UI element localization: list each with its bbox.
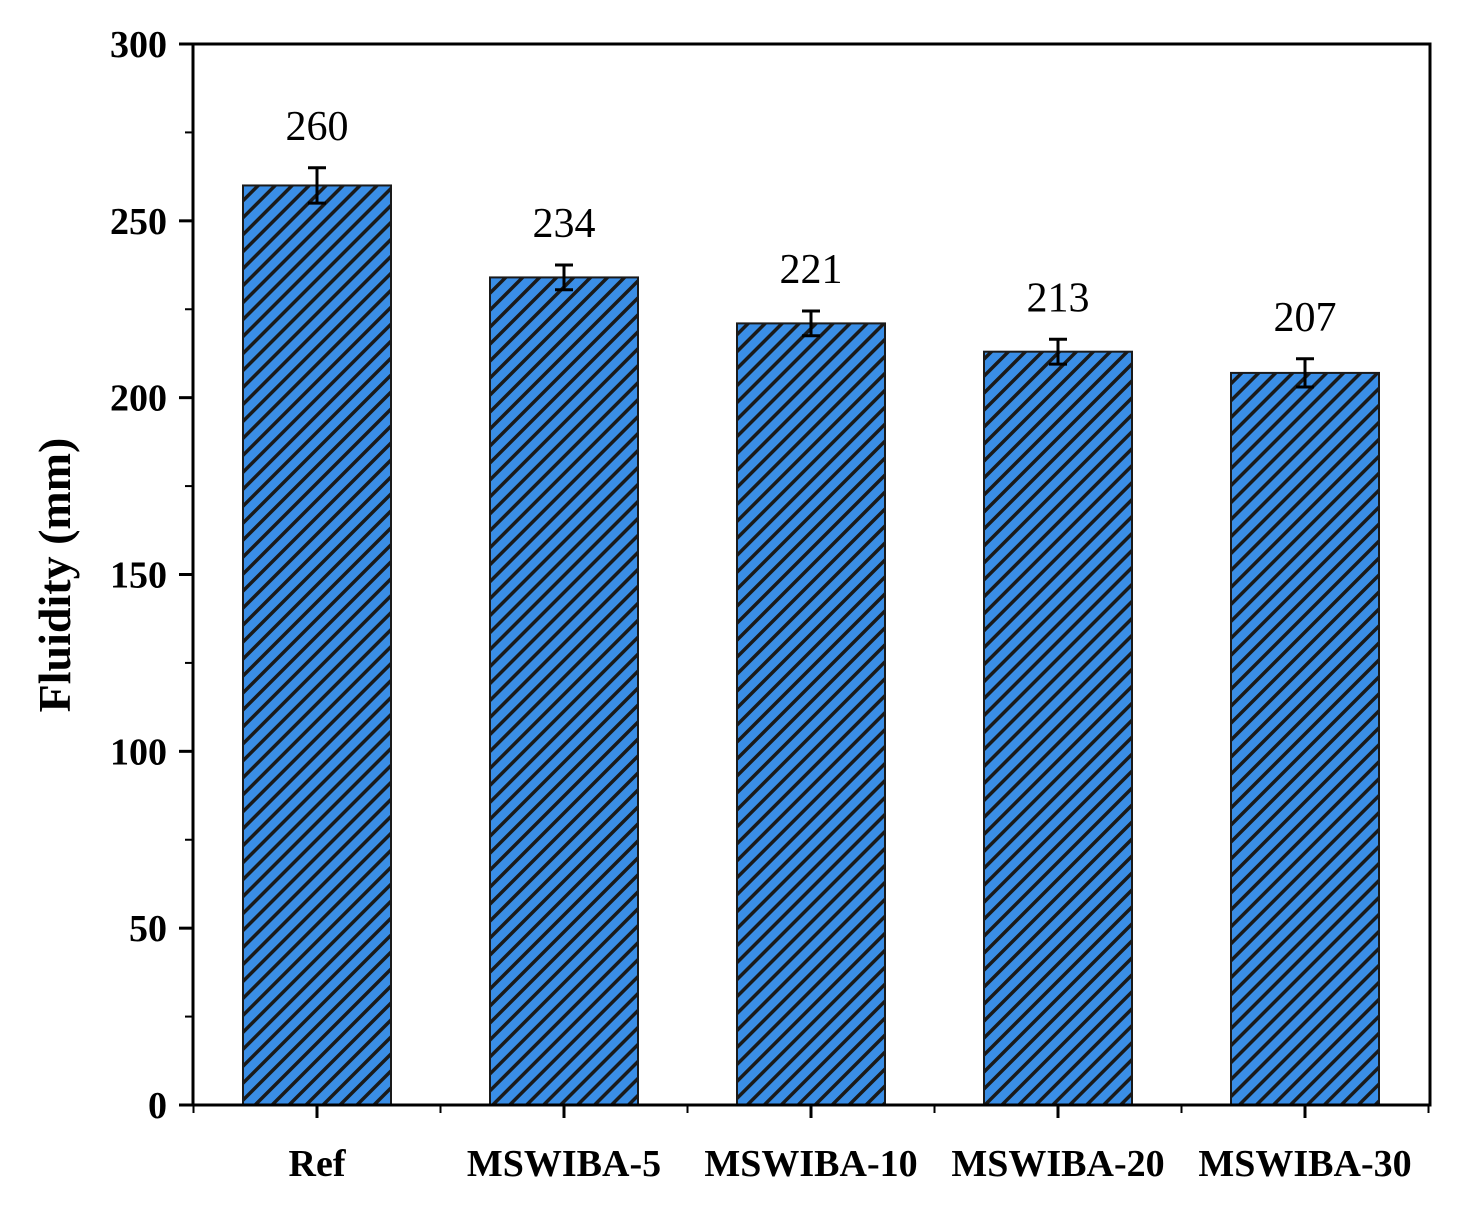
- x-tick-label-Ref: Ref: [289, 1143, 347, 1185]
- bar-MSWIBA-30: [1230, 371, 1380, 1107]
- bar-MSWIBA-10: [736, 322, 886, 1106]
- x-tick-label-MSWIBA-5: MSWIBA-5: [467, 1143, 661, 1185]
- y-tick-label-250: 250: [110, 201, 167, 243]
- y-tick-label-150: 150: [110, 555, 167, 597]
- y-tick-label-300: 300: [110, 24, 167, 66]
- data-label-MSWIBA-5: 234: [533, 201, 596, 247]
- bar-MSWIBA-5: [489, 276, 639, 1107]
- y-tick-label-50: 50: [129, 908, 167, 950]
- bar-Ref: [242, 184, 392, 1106]
- x-tick-label-MSWIBA-20: MSWIBA-20: [951, 1143, 1164, 1185]
- x-tick-label-MSWIBA-10: MSWIBA-10: [704, 1143, 917, 1185]
- y-axis-title: Fluidity (mm): [29, 438, 80, 713]
- data-label-Ref: 260: [286, 104, 349, 150]
- data-label-MSWIBA-10: 221: [780, 247, 843, 293]
- bar-MSWIBA-20: [983, 350, 1133, 1106]
- y-tick-label-0: 0: [148, 1085, 167, 1127]
- data-label-MSWIBA-30: 207: [1274, 295, 1337, 341]
- y-tick-label-200: 200: [110, 378, 167, 420]
- y-tick-label-100: 100: [110, 731, 167, 773]
- x-tick-label-MSWIBA-30: MSWIBA-30: [1198, 1143, 1411, 1185]
- plot-frame: [191, 42, 1432, 1107]
- data-label-MSWIBA-20: 213: [1027, 275, 1090, 321]
